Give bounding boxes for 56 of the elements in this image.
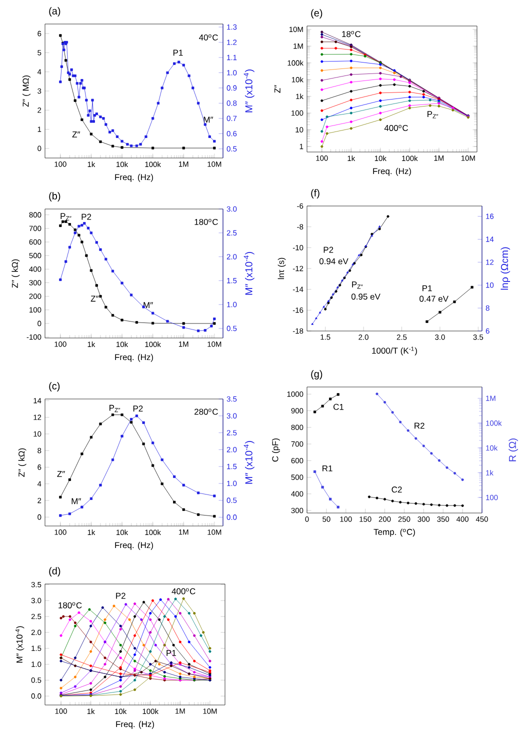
chart-title: (b) bbox=[49, 192, 60, 202]
chart-title: (g) bbox=[311, 370, 322, 380]
annotation: C1 bbox=[334, 404, 344, 410]
annotation: P$_{Z″}$ bbox=[60, 213, 72, 220]
annotation: R1 bbox=[322, 465, 332, 472]
annotation: P2 bbox=[324, 246, 334, 253]
annotation: Z″ bbox=[90, 296, 99, 302]
annotation: 400$^{o}$C bbox=[172, 588, 196, 594]
annotation: Z″ bbox=[57, 470, 65, 477]
y-axis-title: C (pF) bbox=[272, 438, 280, 462]
annotation: 18$^{o}$C bbox=[342, 31, 361, 38]
annotation: C2 bbox=[392, 486, 402, 493]
annotation: 180$^{o}$C bbox=[58, 602, 82, 608]
chart-title: (c) bbox=[49, 382, 60, 392]
annotation: P1 bbox=[166, 650, 176, 656]
annotation: P1 bbox=[422, 285, 432, 292]
y-axis-title: M″ (x10$^{-4}$) bbox=[16, 626, 24, 663]
chart-title: (f) bbox=[311, 189, 320, 198]
chart-title: (d) bbox=[49, 567, 60, 576]
y2-axis-title: M″ (x10$^{-4}$) bbox=[244, 441, 254, 484]
y2-axis-title: R (Ω) bbox=[508, 438, 518, 462]
annotation: Z″ bbox=[72, 131, 80, 138]
x-axis-title: Freq. (Hz) bbox=[116, 720, 154, 729]
annotation: 400$^{o}$C bbox=[384, 124, 408, 131]
x-axis-title: 1000/T (K$^{-1}$) bbox=[372, 346, 417, 356]
x-axis-title: Temp. ($^{o}$C) bbox=[374, 528, 415, 537]
annotation: 40$^{o}$C bbox=[199, 34, 218, 40]
y-axis-title: Z″ bbox=[274, 85, 280, 93]
x-axis-title: Freq. (Hz) bbox=[373, 168, 411, 176]
y-axis-title: Z″ ( kΩ) bbox=[18, 448, 26, 477]
annotation: 280$^{o}$C bbox=[194, 408, 218, 415]
chart-title: (e) bbox=[311, 9, 322, 18]
y-axis-title: Z″ ( kΩ) bbox=[12, 259, 20, 288]
annotation: P2 bbox=[116, 592, 126, 599]
y2-axis-title: M″ (x10$^{-4}$) bbox=[244, 70, 254, 112]
annotation: P1 bbox=[173, 50, 183, 56]
annotation: P$_{Z″}$ bbox=[428, 111, 438, 118]
annotation: 180$^{o}$C bbox=[194, 218, 218, 225]
annotation: M″ bbox=[204, 116, 214, 123]
annotation: R2 bbox=[414, 422, 424, 429]
y-axis-title: lnτ (s) bbox=[278, 258, 286, 280]
x-axis-title: Freq. (Hz) bbox=[115, 542, 153, 550]
y2-axis-title: lnρ (Ωcm) bbox=[500, 247, 510, 290]
y2-axis-title: M″ (x10$^{-4}$) bbox=[244, 252, 254, 295]
x-axis-title: Freq. (Hz) bbox=[115, 354, 153, 362]
annotation: 0.95 eV bbox=[351, 294, 380, 300]
annotation: 0.94 eV bbox=[319, 258, 348, 264]
x-axis-title: Freq. (Hz) bbox=[115, 174, 153, 182]
annotation: P2 bbox=[133, 406, 143, 412]
chart-title: (a) bbox=[49, 7, 60, 16]
y-axis-title: Z″ ( MΩ) bbox=[22, 76, 30, 107]
annotation: P$_{Z″}$ bbox=[352, 282, 363, 289]
annotation: P2 bbox=[82, 214, 92, 220]
annotation: 0.47 eV bbox=[420, 296, 448, 302]
annotation: P$_{Z″}$ bbox=[110, 404, 120, 412]
annotation: M″ bbox=[72, 498, 82, 504]
